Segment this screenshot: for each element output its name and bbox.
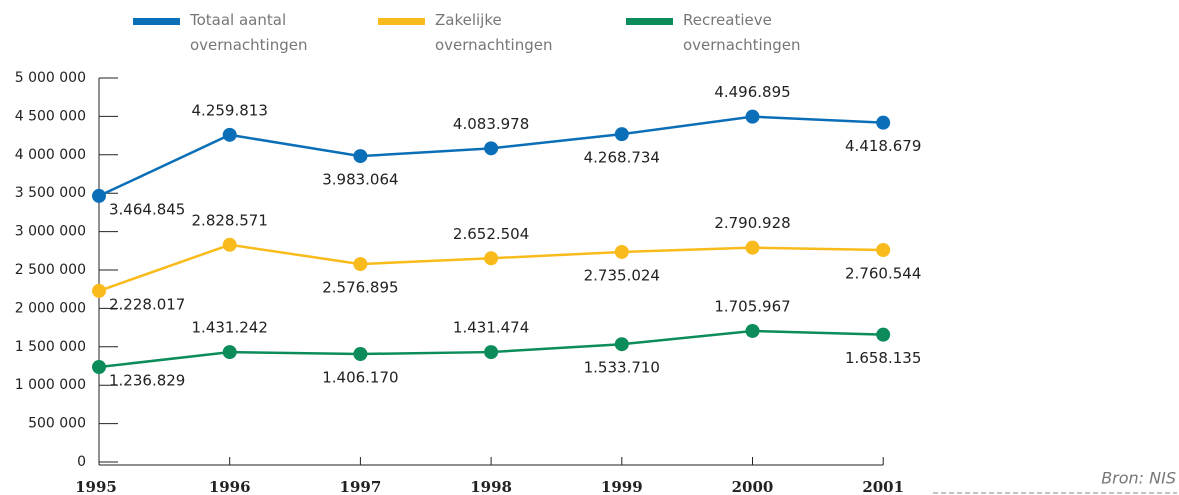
legend-swatch	[133, 18, 180, 25]
data-point	[353, 257, 368, 272]
data-point	[92, 360, 106, 375]
data-point	[222, 345, 237, 360]
x-tick-label: 1997	[340, 478, 382, 495]
data-point	[484, 251, 499, 266]
legend-swatch	[626, 18, 673, 25]
data-point	[484, 141, 499, 156]
data-point	[876, 115, 891, 130]
legend-swatch	[378, 18, 425, 25]
x-tick-label: 1996	[209, 478, 251, 495]
x-tick-label: 2001	[862, 478, 904, 495]
legend-label: Zakelijke overnachtingen	[435, 11, 552, 54]
data-point	[745, 109, 760, 124]
data-label: 1.431.474	[453, 319, 529, 337]
y-tick-label: 500 000	[28, 416, 86, 432]
data-label: 2.828.571	[192, 211, 268, 229]
data-point	[484, 345, 499, 360]
data-point	[614, 127, 629, 142]
data-label: 2.790.928	[714, 214, 790, 232]
data-point	[222, 127, 237, 142]
x-tick-label: 2000	[732, 478, 774, 495]
y-tick-label: 3 000 000	[15, 224, 86, 240]
data-label: 1.236.829	[109, 372, 185, 390]
y-tick-label: 5 000 000	[15, 70, 86, 86]
y-tick-label: 1 000 000	[15, 377, 86, 393]
y-tick-label: 4 000 000	[15, 147, 86, 163]
data-label: 2.576.895	[322, 279, 398, 297]
data-point	[876, 242, 891, 257]
legend-label: Recreatieve overnachtingen	[683, 11, 800, 54]
data-point	[745, 240, 760, 255]
data-label: 2.735.024	[584, 266, 660, 284]
data-label: 2.760.544	[845, 264, 921, 282]
data-label: 3.983.064	[322, 171, 398, 189]
data-label: 2.652.504	[453, 225, 529, 243]
x-tick-label: 1999	[601, 478, 643, 495]
y-tick-label: 2 000 000	[15, 300, 86, 316]
data-label: 1.406.170	[322, 369, 398, 387]
data-point	[92, 283, 106, 298]
x-tick-label: 1998	[470, 478, 512, 495]
data-point	[353, 347, 368, 362]
legend-label: Totaal aantal overnachtingen	[189, 11, 307, 54]
y-tick-label: 4 500 000	[15, 108, 86, 124]
data-point	[222, 237, 237, 252]
data-point	[876, 327, 891, 342]
data-point	[745, 323, 760, 338]
data-label: 4.496.895	[714, 83, 790, 101]
y-tick-label: 0	[77, 454, 86, 470]
data-label: 4.259.813	[192, 101, 268, 119]
data-label: 3.464.845	[109, 200, 185, 218]
data-label: 1.705.967	[714, 297, 790, 315]
data-point	[92, 188, 106, 203]
x-tick-label: 1995	[75, 478, 117, 495]
data-label: 1.431.242	[192, 319, 268, 337]
data-label: 1.658.135	[845, 349, 921, 367]
data-point	[614, 337, 629, 352]
data-label: 4.083.978	[453, 115, 529, 133]
data-label: 2.228.017	[109, 295, 185, 313]
source: Bron: NIS	[1101, 469, 1176, 488]
data-point	[614, 244, 629, 259]
y-tick-label: 3 500 000	[15, 185, 86, 201]
data-label: 1.533.710	[584, 359, 660, 377]
data-label: 4.418.679	[845, 137, 921, 155]
y-tick-label: 2 500 000	[15, 262, 86, 278]
data-point	[353, 149, 368, 164]
data-label: 4.268.734	[584, 149, 660, 167]
y-tick-label: 1 500 000	[15, 339, 86, 355]
